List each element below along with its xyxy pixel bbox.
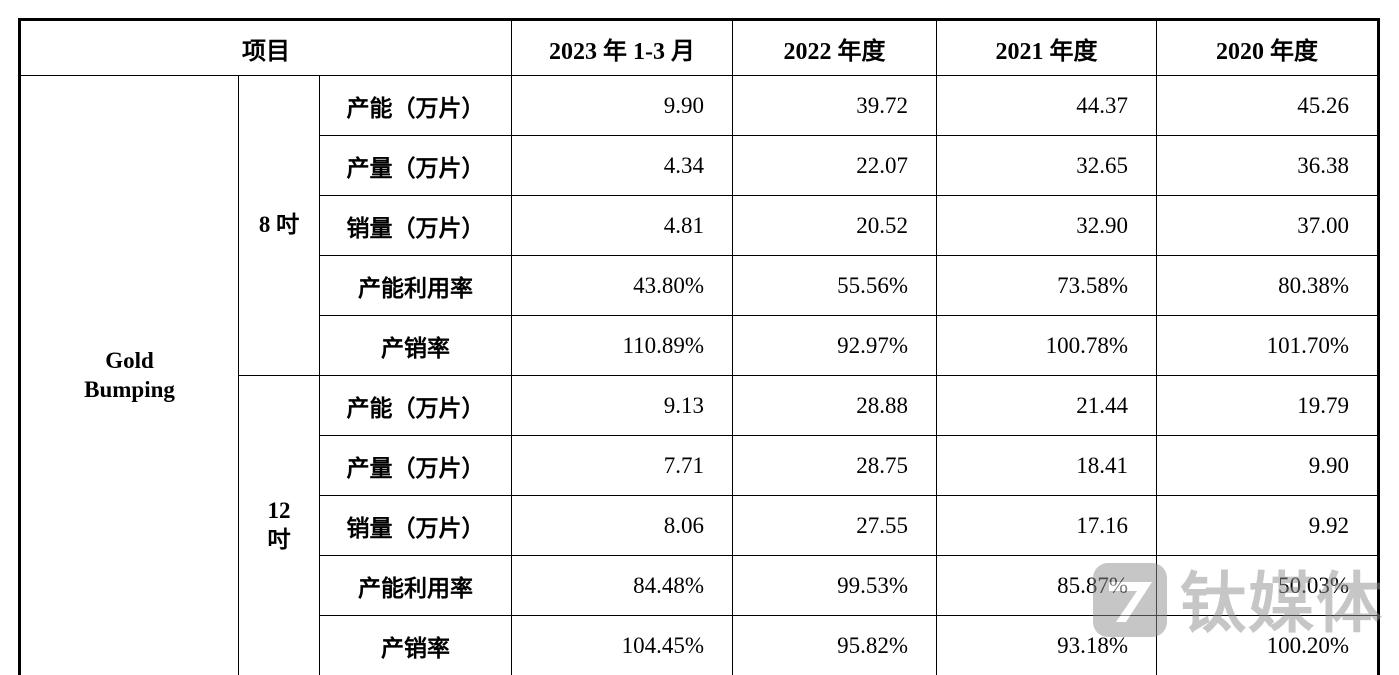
value-cell: 80.38% xyxy=(1156,255,1379,316)
value-cell: 32.90 xyxy=(936,195,1157,256)
metric-cell: 产能（万片） xyxy=(319,75,512,136)
size-cell-8inch: 8 吋 xyxy=(238,75,320,376)
value-cell: 44.37 xyxy=(936,75,1157,136)
value-cell: 50.03% xyxy=(1156,555,1379,616)
value-cell: 100.20% xyxy=(1156,615,1379,675)
value-cell: 28.75 xyxy=(732,435,937,496)
group-label-line1: Gold xyxy=(105,347,154,373)
metric-cell: 销量（万片） xyxy=(319,195,512,256)
value-cell: 7.71 xyxy=(511,435,733,496)
value-cell: 22.07 xyxy=(732,135,937,196)
value-cell: 95.82% xyxy=(732,615,937,675)
production-table: 项目 2023 年 1-3 月 2022 年度 2021 年度 2020 年度 … xyxy=(18,18,1380,675)
value-cell: 32.65 xyxy=(936,135,1157,196)
value-cell: 45.26 xyxy=(1156,75,1379,136)
group-label-line2: Bumping xyxy=(84,376,175,402)
value-cell: 9.90 xyxy=(511,75,733,136)
value-cell: 100.78% xyxy=(936,315,1157,376)
value-cell: 8.06 xyxy=(511,495,733,556)
value-cell: 92.97% xyxy=(732,315,937,376)
table-row: 产销率 104.45% 95.82% 93.18% 100.20% xyxy=(20,615,1379,675)
value-cell: 20.52 xyxy=(732,195,937,256)
table-row: 销量（万片） 4.81 20.52 32.90 37.00 xyxy=(20,195,1379,256)
table-row: Gold Bumping 8 吋 产能（万片） 9.90 39.72 44.37… xyxy=(19,75,1379,675)
value-cell: 37.00 xyxy=(1156,195,1379,256)
value-cell: 36.38 xyxy=(1156,135,1379,196)
metric-cell: 产量（万片） xyxy=(319,135,512,196)
table-row: 产销率 110.89% 92.97% 100.78% 101.70% xyxy=(20,315,1379,376)
period-header-2020: 2020 年度 xyxy=(1156,19,1379,76)
value-cell: 73.58% xyxy=(936,255,1157,316)
value-cell: 18.41 xyxy=(936,435,1157,496)
metric-cell: 产能利用率 xyxy=(319,555,512,616)
value-cell: 21.44 xyxy=(936,375,1157,436)
metric-cell: 产能利用率 xyxy=(319,255,512,316)
value-cell: 4.34 xyxy=(511,135,733,196)
metric-cell: 产量（万片） xyxy=(319,435,512,496)
value-cell: 9.13 xyxy=(511,375,733,436)
value-cell: 99.53% xyxy=(732,555,937,616)
table-row: 产能利用率 43.80% 55.56% 73.58% 80.38% xyxy=(20,255,1379,316)
size-cell-12inch: 12 吋 xyxy=(238,375,320,675)
value-cell: 9.92 xyxy=(1156,495,1379,556)
value-cell: 93.18% xyxy=(936,615,1157,675)
value-cell: 27.55 xyxy=(732,495,937,556)
value-cell: 4.81 xyxy=(511,195,733,256)
header-row: 项目 2023 年 1-3 月 2022 年度 2021 年度 2020 年度 xyxy=(19,19,1379,76)
metric-cell: 产销率 xyxy=(319,315,512,376)
table-row: 12 吋 产能（万片） 9.13 28.88 21.44 19.79 xyxy=(20,375,1379,675)
period-header-2023: 2023 年 1-3 月 xyxy=(511,19,733,76)
value-cell: 19.79 xyxy=(1156,375,1379,436)
metric-cell: 产销率 xyxy=(319,615,512,675)
value-cell: 84.48% xyxy=(511,555,733,616)
value-cell: 101.70% xyxy=(1156,315,1379,376)
value-cell: 28.88 xyxy=(732,375,937,436)
period-header-2021: 2021 年度 xyxy=(936,19,1157,76)
value-cell: 104.45% xyxy=(511,615,733,675)
value-cell: 43.80% xyxy=(511,255,733,316)
metric-cell: 产能（万片） xyxy=(319,375,512,436)
period-header-2022: 2022 年度 xyxy=(732,19,937,76)
value-cell: 39.72 xyxy=(732,75,937,136)
value-cell: 17.16 xyxy=(936,495,1157,556)
table-row: 销量（万片） 8.06 27.55 17.16 9.92 xyxy=(20,495,1379,556)
value-cell: 110.89% xyxy=(511,315,733,376)
group-cell-gold-bumping: Gold Bumping xyxy=(19,75,239,675)
value-cell: 55.56% xyxy=(732,255,937,316)
table-row: 产量（万片） 7.71 28.75 18.41 9.90 xyxy=(20,435,1379,496)
item-header: 项目 xyxy=(19,19,512,76)
metric-cell: 销量（万片） xyxy=(319,495,512,556)
value-cell: 85.87% xyxy=(936,555,1157,616)
value-cell: 9.90 xyxy=(1156,435,1379,496)
